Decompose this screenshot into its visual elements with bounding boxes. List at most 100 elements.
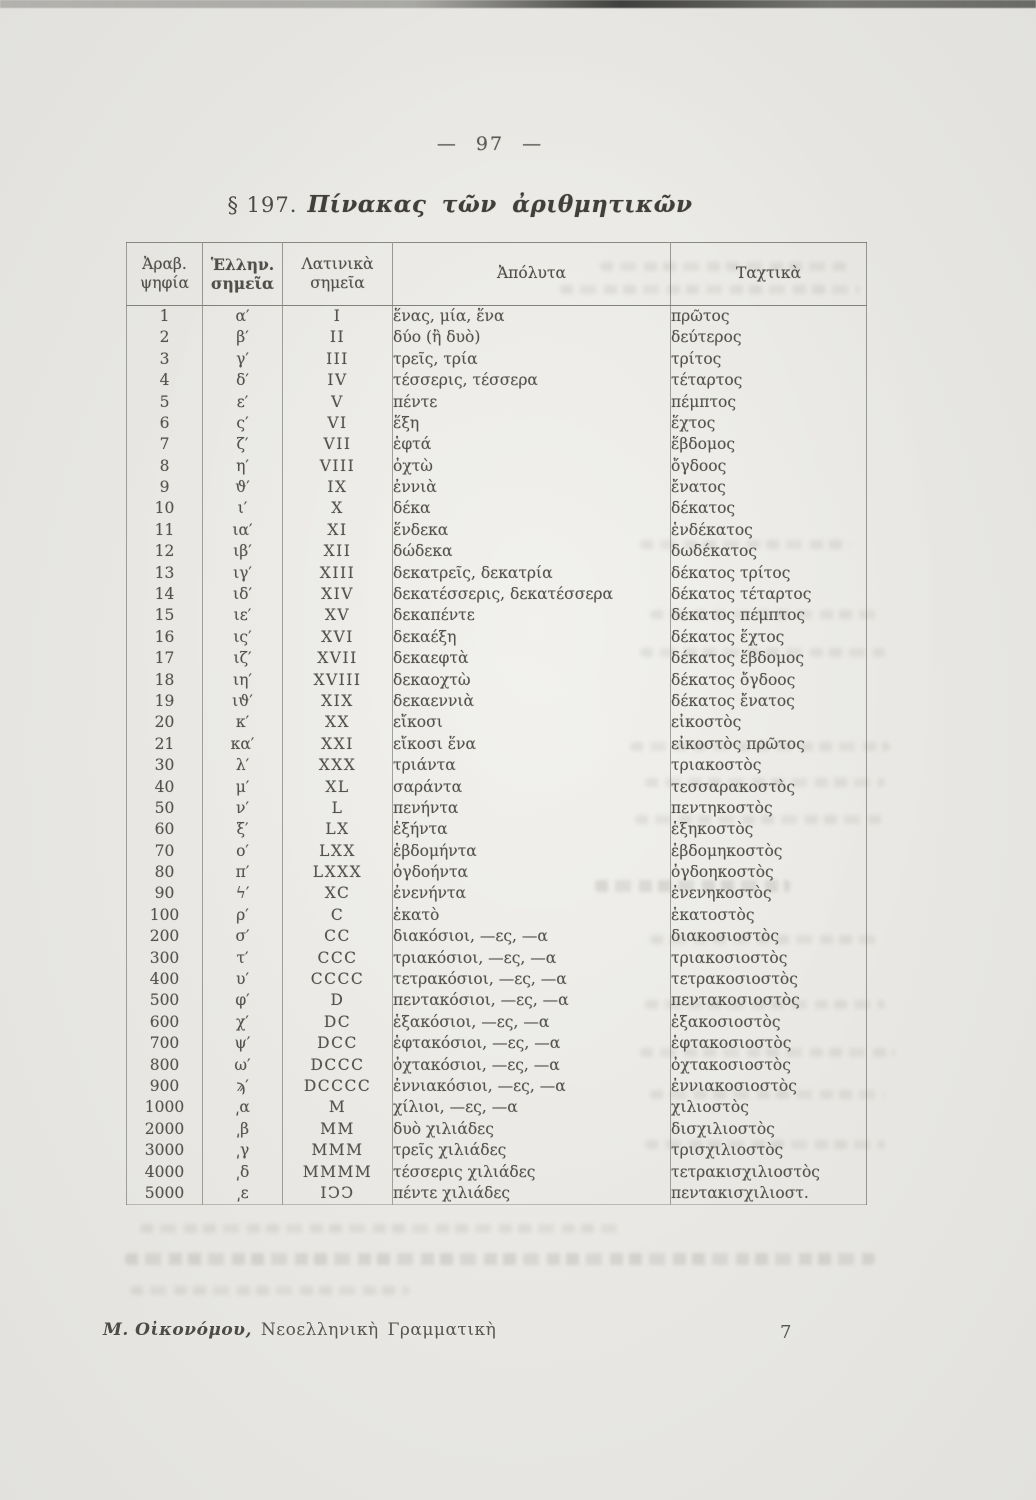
- cardinal-cell: ἐννιακόσιοι, —ες, —α: [392, 1076, 671, 1098]
- numeral-row: 700 ψ′ DCC ἑφτακόσιοι, —ες, —α ἑφτακοσιοστὸς: [127, 1033, 867, 1055]
- ordinal-cell: δέκατος ὄγδοος: [670, 669, 867, 692]
- latin-sign-cell: XL: [282, 776, 393, 798]
- cardinal-cell: δεκατέσσερις, δεκατέσσερα: [392, 584, 671, 606]
- latin-sign-cell: V: [282, 391, 393, 413]
- numeral-row: 8 η′ VIII ὀχτὼ ὄγδοος: [127, 455, 867, 478]
- numeral-row: 90 ϟ′ XC ἐνενήντα ἐνενηκοστὸς: [127, 883, 867, 905]
- ordinal-cell: ἑξηκοστὸς: [670, 819, 867, 841]
- latin-sign-cell: XII: [282, 541, 393, 563]
- greek-sign-cell: π′: [202, 862, 283, 884]
- ordinal-cell: ἑνδέκατος: [670, 519, 867, 542]
- latin-sign-cell: III: [282, 348, 393, 371]
- ordinal-cell: δέκατος πέμπτος: [670, 605, 867, 627]
- arabic-digit-cell: 900: [149, 1077, 180, 1095]
- ordinal-cell: ἑξακοσιοστὸς: [670, 1011, 867, 1034]
- arabic-digit-cell: 20: [154, 713, 175, 732]
- greek-sign-cell: ις′: [202, 626, 283, 649]
- numeral-row: 13 ιγ′ XIII δεκατρεῖς, δεκατρία δέκατος τρίτ…: [127, 562, 867, 585]
- cardinal-cell: τρεῖς χιλιάδες: [392, 1140, 671, 1162]
- cardinal-cell: πενήντα: [392, 797, 671, 820]
- arabic-digit-cell: 8: [159, 456, 170, 475]
- cardinal-cell: δώδεκα: [392, 541, 671, 563]
- arabic-digit-cell: 19: [154, 691, 175, 710]
- arabic-digit-cell: 600: [149, 1012, 180, 1031]
- ordinal-cell: δέκατος τέταρτος: [670, 584, 867, 606]
- latin-sign-cell: XVII: [282, 648, 393, 670]
- numeral-row: 4000 ͵δ MMMM τέσσερις χιλιάδες τετρακισχιλιο…: [127, 1161, 867, 1184]
- latin-sign-cell: IV: [282, 370, 393, 392]
- cardinal-cell: δύο (ἢ δυὸ): [392, 327, 671, 349]
- cardinal-cell: ἑφτά: [392, 434, 671, 456]
- greek-sign-cell: ϑ′: [202, 477, 283, 499]
- arabic-digit-cell: 17: [154, 649, 175, 668]
- latin-sign-cell: IX: [282, 477, 393, 499]
- numeral-row: 2 β′ II δύο (ἢ δυὸ) δεύτερος: [127, 327, 867, 349]
- latin-sign-cell: MMMM: [282, 1161, 393, 1184]
- cardinal-cell: δεκατρεῖς, δεκατρία: [392, 562, 671, 585]
- arabic-digit-cell: 50: [154, 798, 175, 817]
- latin-sign-cell: CCC: [282, 947, 393, 970]
- ordinal-cell: ἑφτακοσιοστὸς: [670, 1033, 867, 1055]
- numeral-row: 4 δ′ IV τέσσερις, τέσσερα τέταρτος: [127, 370, 867, 392]
- arabic-digit-cell: 2: [159, 328, 170, 347]
- latin-sign-cell: VIII: [282, 455, 393, 478]
- arabic-digit-cell: 5000: [144, 1183, 185, 1202]
- numeral-row: 18 ιη′ XVIII δεκαοχτὼ δέκατος ὄγδοος: [127, 669, 867, 692]
- greek-sign-cell: ψ′: [202, 1033, 283, 1055]
- arabic-digit-cell: 3: [159, 349, 170, 368]
- ordinal-cell: δέκατος τρίτος: [670, 562, 867, 585]
- arabic-digit-cell: 12: [154, 542, 175, 561]
- ordinal-cell: ὀγδοηκοστὸς: [670, 862, 867, 884]
- greek-sign-cell: κα′: [202, 733, 283, 756]
- arabic-digit-cell: 21: [154, 734, 175, 753]
- bleedthrough-smudge: [140, 1224, 620, 1233]
- numeral-row: 600 χ′ DC ἑξακόσιοι, —ες, —α ἑξακοσιοστὸς: [127, 1011, 867, 1034]
- arabic-digit-cell: 9: [159, 478, 170, 497]
- cardinal-cell: ἕνας, μία, ἕνα: [392, 305, 671, 328]
- numeral-row: 6 ς′ VI ἕξη ἕχτος: [127, 412, 867, 435]
- numeral-row: 19 ιϑ′ XIX δεκαεννιὰ δέκατος ἔνατος: [127, 691, 867, 713]
- greek-sign-cell: ζ′: [202, 434, 283, 456]
- greek-sign-cell: ιη′: [202, 669, 283, 692]
- greek-sign-cell: δ′: [202, 370, 283, 392]
- ordinal-cell: τετρακοσιοστὸς: [670, 969, 867, 991]
- cardinal-cell: ἑφτακόσιοι, —ες, —α: [392, 1033, 671, 1055]
- cardinal-cell: δεκαοχτὼ: [392, 669, 671, 692]
- arabic-digit-cell: 7: [159, 435, 170, 454]
- ordinal-cell: τέταρτος: [670, 370, 867, 392]
- greek-sign-cell: χ′: [202, 1011, 283, 1034]
- numeral-row: 21 κα′ XXI εἴκοσι ἕνα εἰκοστὸς πρῶτος: [127, 733, 867, 756]
- ordinal-cell: διακοσιοστὸς: [670, 926, 867, 948]
- arabic-digit-cell: 14: [154, 585, 175, 604]
- column-header-greek-signs: Ἑλλην. σημεῖα: [202, 242, 283, 306]
- greek-sign-cell: ιδ′: [202, 584, 283, 606]
- cardinal-cell: δέκα: [392, 498, 671, 520]
- ordinal-cell: ἕχτος: [670, 412, 867, 435]
- arabic-digit-cell: 70: [154, 841, 175, 860]
- arabic-digit-cell: 100: [149, 905, 180, 924]
- ordinal-cell: τρισχιλιοστὸς: [670, 1140, 867, 1162]
- numeral-row: 80 π′ LXXX ὀγδοήντα ὀγδοηκοστὸς: [127, 862, 867, 884]
- arabic-digit-cell: 1: [159, 306, 170, 325]
- latin-sign-cell: DCCCC: [282, 1076, 393, 1098]
- numeral-row: 7 ζ′ VII ἑφτά ἕβδομος: [127, 434, 867, 456]
- numeral-row: 17 ιζ′ XVII δεκαεφτὰ δέκατος ἕβδομος: [127, 648, 867, 670]
- numeral-row: 2000 ͵β MM δυὸ χιλιάδες δισχιλιοστὸς: [127, 1118, 867, 1141]
- arabic-digit-cell: 13: [154, 563, 175, 582]
- numerals-table: Ἀραβ. ψηφία Ἑλλην. σημεῖα Λατινικὰ σημεῖ…: [126, 242, 867, 1206]
- bleedthrough-smudge: [125, 1253, 875, 1265]
- arabic-digit-cell: 16: [154, 627, 175, 646]
- column-header-ordinals: Ταχτικὰ: [670, 242, 867, 306]
- cardinal-cell: χίλιοι, —ες, —α: [392, 1097, 671, 1119]
- ordinal-cell: ἐννιακοσιοστὸς: [670, 1076, 867, 1098]
- greek-sign-cell: ϡ′: [202, 1076, 283, 1098]
- greek-sign-cell: ιβ′: [202, 541, 283, 563]
- numeral-row: 9 ϑ′ IX ἐννιὰ ἔνατος: [127, 477, 867, 499]
- ordinal-cell: ἕβδομος: [670, 434, 867, 456]
- latin-sign-cell: M: [282, 1097, 393, 1119]
